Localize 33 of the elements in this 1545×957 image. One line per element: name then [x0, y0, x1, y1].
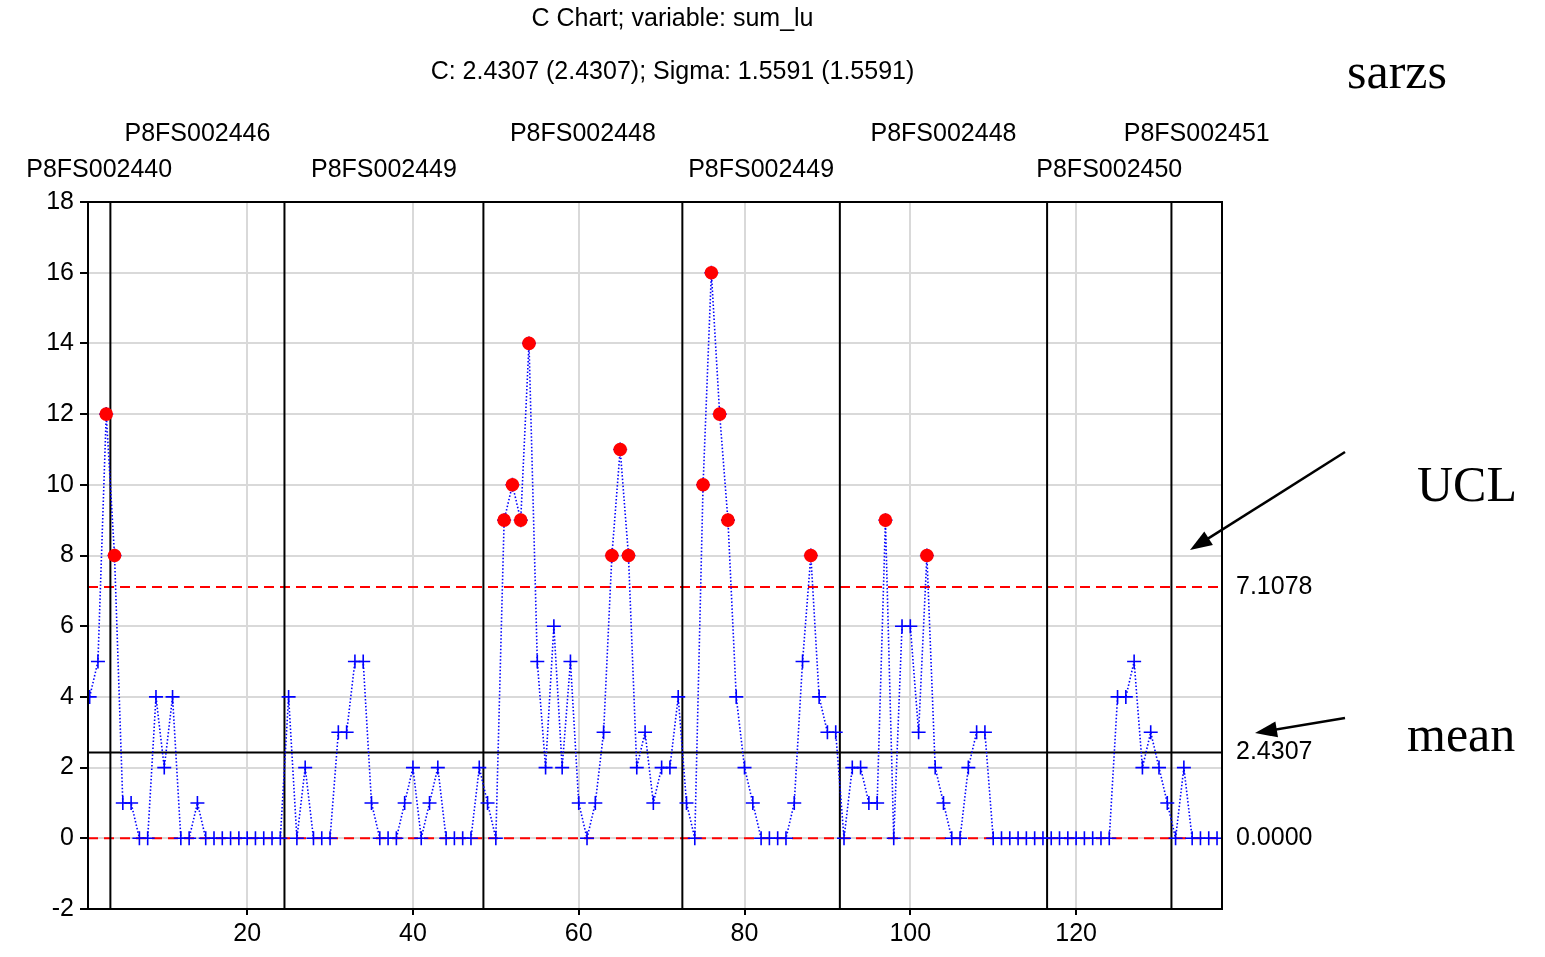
- x-tick-label: 120: [1055, 917, 1097, 946]
- y-tick-label: 2: [60, 751, 74, 780]
- y-tick-label: 4: [60, 680, 75, 709]
- y-tick-label: 8: [60, 539, 74, 568]
- text: P8FS002449: [688, 153, 835, 182]
- text: UCL: [1417, 455, 1517, 513]
- x-tick-label: 40: [399, 917, 427, 946]
- text: P8FS002451: [1123, 117, 1270, 146]
- chart-title: C Chart; variable: sum_lu: [530, 3, 815, 32]
- text: P8FS002440: [26, 153, 173, 182]
- text: P8FS002449: [310, 153, 457, 182]
- y-tick-label: 12: [46, 397, 74, 426]
- x-tick-label: 60: [564, 917, 593, 946]
- text: P8FS002446: [124, 117, 271, 146]
- ref-line-label: 2.4307: [1236, 736, 1313, 765]
- x-tick-label: 20: [233, 917, 262, 946]
- x-tick-label: 80: [730, 917, 759, 946]
- text: P8FS002448: [870, 117, 1017, 146]
- y-tick-label: 10: [46, 468, 74, 497]
- text: P8FS002448: [509, 117, 656, 146]
- y-tick-label: -2: [51, 892, 74, 921]
- text: P8FS002450: [1036, 153, 1183, 182]
- y-tick-label: 6: [60, 610, 74, 639]
- x-tick-label: 100: [889, 917, 932, 946]
- text: mean: [1407, 705, 1516, 763]
- y-tick-label: 18: [46, 185, 74, 214]
- text: sarzs: [1347, 42, 1447, 100]
- ref-line-label: 7.1078: [1236, 570, 1313, 599]
- ref-line-label: 0.0000: [1236, 822, 1313, 851]
- chart-subtitle: C: 2.4307 (2.4307); Sigma: 1.5591 (1.5591): [429, 56, 916, 85]
- y-tick-label: 0: [60, 822, 74, 851]
- y-tick-label: 16: [46, 256, 74, 285]
- y-tick-label: 14: [46, 327, 75, 356]
